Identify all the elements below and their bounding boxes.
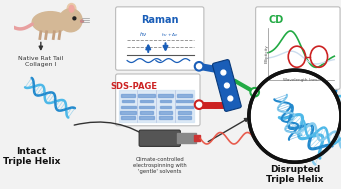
- Bar: [140, 100, 152, 102]
- Bar: [178, 116, 191, 119]
- Bar: [140, 111, 153, 114]
- Bar: [139, 116, 153, 119]
- FancyBboxPatch shape: [116, 7, 204, 70]
- Text: Wavelength (nm): Wavelength (nm): [283, 78, 319, 82]
- Bar: [176, 100, 193, 102]
- Bar: [121, 116, 135, 119]
- Text: $h\nu+\Delta\varepsilon$: $h\nu+\Delta\varepsilon$: [161, 31, 179, 38]
- Bar: [138, 94, 155, 97]
- Bar: [159, 111, 172, 114]
- Circle shape: [250, 88, 259, 97]
- Bar: [121, 94, 135, 97]
- Circle shape: [221, 70, 226, 75]
- FancyBboxPatch shape: [139, 130, 180, 146]
- Circle shape: [195, 62, 203, 71]
- Ellipse shape: [69, 5, 74, 12]
- Bar: [177, 94, 192, 97]
- Text: $h\nu$: $h\nu$: [139, 29, 148, 38]
- Ellipse shape: [32, 12, 69, 33]
- Bar: [138, 106, 154, 108]
- Circle shape: [73, 17, 76, 20]
- Bar: [119, 90, 194, 122]
- Text: SDS-PAGE: SDS-PAGE: [110, 82, 157, 91]
- Ellipse shape: [67, 4, 76, 14]
- Bar: [160, 106, 171, 108]
- Bar: [158, 94, 173, 97]
- Text: Disrupted
Triple Helix: Disrupted Triple Helix: [266, 165, 324, 184]
- Text: Native Rat Tail
Collagen I: Native Rat Tail Collagen I: [18, 56, 63, 67]
- Text: CD: CD: [268, 15, 283, 25]
- Circle shape: [195, 100, 203, 109]
- Circle shape: [228, 96, 233, 101]
- Bar: [177, 133, 196, 143]
- FancyBboxPatch shape: [116, 74, 200, 126]
- Bar: [121, 106, 136, 108]
- Text: Ellipticity: Ellipticity: [264, 44, 268, 63]
- Bar: [160, 100, 172, 102]
- Bar: [120, 111, 136, 114]
- Circle shape: [224, 83, 229, 88]
- Circle shape: [249, 70, 341, 162]
- Circle shape: [59, 9, 82, 32]
- Text: Intact
Triple Helix: Intact Triple Helix: [2, 147, 60, 166]
- Text: Raman: Raman: [141, 15, 178, 26]
- FancyBboxPatch shape: [256, 7, 340, 89]
- FancyBboxPatch shape: [212, 60, 241, 112]
- Bar: [159, 116, 173, 119]
- Bar: [122, 100, 134, 102]
- Ellipse shape: [80, 20, 84, 22]
- Bar: [194, 135, 200, 141]
- Text: Climate-controlled
electrospinning with
'gentle' solvents: Climate-controlled electrospinning with …: [133, 157, 187, 174]
- Bar: [176, 106, 193, 108]
- Bar: [178, 111, 191, 114]
